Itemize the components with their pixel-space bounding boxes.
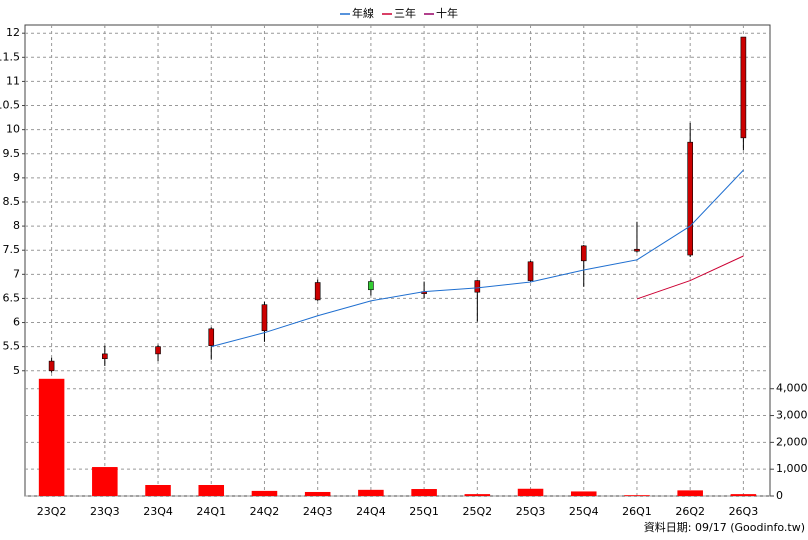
y-tick-label: 11 xyxy=(6,74,20,87)
source-note: 資料日期: 09/17 (Goodinfo.tw) xyxy=(644,520,805,534)
y2-tick-label: 1,000 xyxy=(776,462,808,475)
volume-bar xyxy=(145,485,171,496)
candle-body xyxy=(474,280,481,293)
candle-body xyxy=(155,346,161,355)
ma-line xyxy=(636,255,744,300)
volume-bar xyxy=(517,488,544,496)
candle-body xyxy=(48,360,55,372)
volume-bar xyxy=(464,494,491,496)
x-tick-label: 24Q3 xyxy=(303,505,333,518)
x-tick-label: 25Q1 xyxy=(409,505,439,518)
y-tick-label: 11.5 xyxy=(0,50,20,63)
volume-bar xyxy=(570,491,597,496)
volume-bar xyxy=(624,495,650,496)
x-tick-label: 24Q2 xyxy=(250,505,280,518)
candle-body xyxy=(580,245,587,262)
candle-body xyxy=(687,141,693,256)
volume-bar xyxy=(677,490,703,496)
y2-tick-label: 2,000 xyxy=(776,435,808,448)
volume-bar xyxy=(411,489,437,496)
y-tick-label: 5.5 xyxy=(3,340,21,353)
plot-frame xyxy=(24,24,771,497)
x-tick-label: 24Q1 xyxy=(196,505,226,518)
candle-body xyxy=(740,36,747,139)
y-tick-label: 8.5 xyxy=(3,195,21,208)
candle-body xyxy=(261,304,268,332)
x-tick-label: 26Q2 xyxy=(675,505,705,518)
volume-bar xyxy=(730,494,757,496)
volume-bar xyxy=(304,491,331,496)
candle-body xyxy=(527,261,534,281)
y-tick-label: 6 xyxy=(13,316,20,329)
y-tick-label: 5 xyxy=(13,364,20,377)
candle-body xyxy=(634,248,640,252)
x-tick-label: 26Q3 xyxy=(729,505,759,518)
x-tick-label: 26Q1 xyxy=(622,505,652,518)
y-tick-label: 10.5 xyxy=(0,99,20,112)
x-tick-label: 25Q2 xyxy=(462,505,492,518)
y-tick-label: 9.5 xyxy=(3,147,21,160)
y-tick-label: 12 xyxy=(6,26,20,39)
volume-bar xyxy=(358,489,384,496)
y-tick-label: 10 xyxy=(6,123,20,136)
y-tick-label: 7.5 xyxy=(3,243,21,256)
volume-bar xyxy=(198,485,225,496)
legend-label: 十年 xyxy=(436,6,458,20)
y2-tick-label: 4,000 xyxy=(776,382,808,395)
y2-tick-label: 3,000 xyxy=(776,409,808,422)
volume-bar xyxy=(251,490,278,496)
x-tick-label: 24Q4 xyxy=(356,505,386,518)
legend-label: 年線 xyxy=(352,6,374,20)
ma-line xyxy=(211,169,744,348)
legend-label: 三年 xyxy=(394,6,416,20)
y-tick-label: 8 xyxy=(13,219,20,232)
x-tick-label: 25Q4 xyxy=(569,505,599,518)
candle-body xyxy=(314,282,321,301)
y-tick-label: 6.5 xyxy=(3,291,21,304)
candle-body xyxy=(102,353,108,360)
x-tick-label: 23Q2 xyxy=(37,505,67,518)
y-tick-label: 9 xyxy=(13,171,20,184)
y2-tick-label: 0 xyxy=(776,489,783,502)
volume-bar xyxy=(92,467,118,496)
volume-bar xyxy=(38,378,65,496)
candle-body xyxy=(208,328,215,346)
x-tick-label: 23Q3 xyxy=(90,505,120,518)
y-tick-label: 7 xyxy=(13,267,20,280)
candle-body xyxy=(368,281,374,291)
x-tick-label: 23Q4 xyxy=(143,505,173,518)
x-tick-label: 25Q3 xyxy=(516,505,546,518)
